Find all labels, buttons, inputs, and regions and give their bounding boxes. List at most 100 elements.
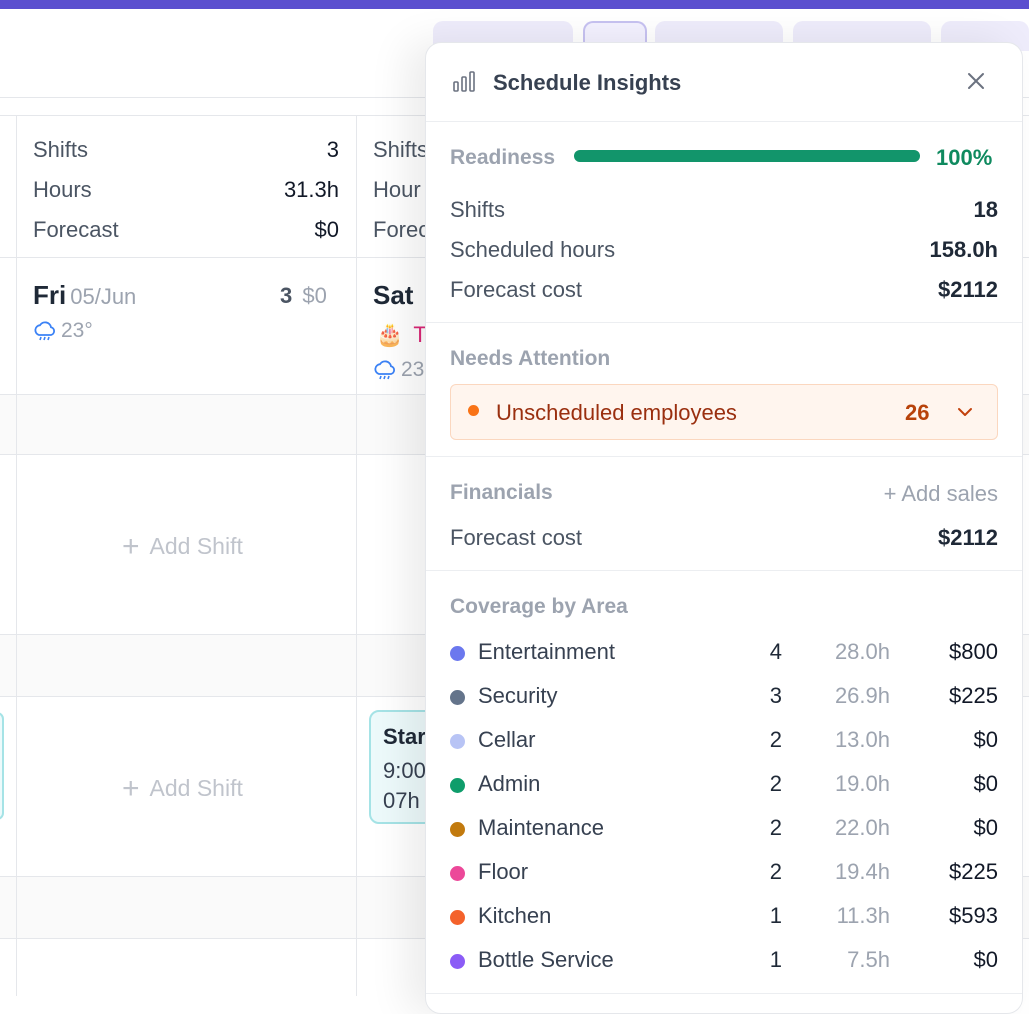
day-header-fri[interactable]: Fri 05/Jun [33, 280, 136, 311]
area-name: Kitchen [478, 903, 552, 928]
column-divider [16, 115, 17, 996]
coverage-row-kitchen[interactable]: Kitchen 1 11.3h $593 [450, 901, 998, 931]
area-count: 4 [769, 639, 782, 664]
area-color-dot [450, 910, 465, 925]
area-name: Floor [478, 859, 529, 884]
coverage-row-maintenance[interactable]: Maintenance 2 22.0h $0 [450, 813, 998, 843]
column-divider [356, 115, 357, 996]
area-count: 1 [769, 947, 782, 972]
cloud-rain-icon [34, 321, 55, 341]
weather: 23° [33, 319, 93, 343]
section-divider [426, 322, 1022, 323]
financials-title: Financials [450, 481, 553, 504]
area-count: 2 [769, 771, 782, 796]
day-name: Sat [373, 280, 414, 310]
area-color-dot [450, 822, 465, 837]
readiness-progress [574, 150, 920, 162]
schedule-insights-panel: Schedule Insights Readiness 100% Shifts … [425, 42, 1023, 1014]
area-cost: $225 [949, 683, 998, 708]
financials-forecast-value: $2112 [938, 525, 998, 550]
readiness-percent: 100% [936, 145, 993, 170]
readiness-label: Readiness [450, 146, 556, 169]
coverage-row-bottle-service[interactable]: Bottle Service 1 7.5h $0 [450, 945, 998, 975]
day-date: 05/Jun [70, 284, 137, 309]
coverage-row-admin[interactable]: Admin 2 19.0h $0 [450, 769, 998, 799]
section-divider [426, 570, 1022, 571]
temperature: 23° [61, 319, 93, 342]
day-shift-count: 3 [280, 283, 293, 308]
area-count: 2 [769, 727, 782, 752]
area-cost: $0 [973, 771, 998, 796]
area-hours: 19.4h [834, 859, 890, 884]
summary-label: Forecast cost [450, 277, 583, 302]
area-cost: $0 [973, 815, 998, 840]
alert-dot [468, 405, 479, 416]
day-summary: 3 $0 [280, 283, 327, 309]
panel-header: Schedule Insights [426, 43, 1022, 122]
area-count: 1 [769, 903, 782, 928]
financials-forecast-label: Forecast cost [450, 525, 583, 550]
chevron-down-icon[interactable] [955, 402, 975, 422]
area-color-dot [450, 954, 465, 969]
cloud-rain-icon [374, 360, 395, 380]
area-name: Entertainment [478, 639, 615, 664]
add-shift-button[interactable]: + Add Shift [122, 773, 243, 803]
top-accent-bar [0, 0, 1029, 9]
weather: 23 [373, 358, 424, 382]
summary-label: Scheduled hours [450, 237, 616, 262]
area-cost: $800 [949, 639, 998, 664]
area-hours: 19.0h [834, 771, 890, 796]
coverage-row-floor[interactable]: Floor 2 19.4h $225 [450, 857, 998, 887]
day-cost: $0 [302, 283, 327, 308]
needs-attention-title: Needs Attention [450, 347, 611, 370]
stat-value: 3 [326, 137, 339, 162]
area-name: Cellar [478, 727, 536, 752]
area-count: 2 [769, 815, 782, 840]
shift-title: Star [383, 724, 426, 749]
section-divider [426, 456, 1022, 457]
area-cost: $0 [973, 947, 998, 972]
section-divider [426, 993, 1022, 994]
day-header-sat[interactable]: Sat [373, 280, 413, 311]
coverage-row-cellar[interactable]: Cellar 2 13.0h $0 [450, 725, 998, 755]
coverage-row-entertainment[interactable]: Entertainment 4 28.0h $800 [450, 637, 998, 667]
add-shift-button[interactable]: + Add Shift [122, 529, 243, 563]
add-sales-link[interactable]: + Add sales [883, 481, 998, 506]
stat-label: Forec [373, 217, 430, 242]
area-color-dot [450, 690, 465, 705]
readiness-progress-fill [574, 150, 920, 162]
shift-time: 9:00 [383, 758, 426, 783]
area-name: Admin [478, 771, 541, 796]
area-cost: $593 [949, 903, 998, 928]
cake-icon: 🎂 [376, 322, 404, 347]
close-icon[interactable] [964, 69, 988, 93]
shift-card[interactable] [0, 712, 4, 820]
area-cost: $225 [949, 859, 998, 884]
stat-label: Hours [33, 177, 92, 202]
area-name: Maintenance [478, 815, 604, 840]
area-color-dot [450, 866, 465, 881]
stat-value: 31.3h [283, 177, 339, 202]
summary-value: 158.0h [929, 237, 999, 262]
area-color-dot [450, 646, 465, 661]
area-count: 2 [769, 859, 782, 884]
alert-label: Unscheduled employees [496, 400, 737, 425]
area-hours: 22.0h [834, 815, 890, 840]
area-hours: 26.9h [834, 683, 890, 708]
area-count: 3 [769, 683, 782, 708]
area-color-dot [450, 734, 465, 749]
stat-label: Forecast [33, 217, 119, 242]
area-cost: $0 [973, 727, 998, 752]
area-hours: 13.0h [834, 727, 890, 752]
panel-title: Schedule Insights [493, 70, 682, 95]
area-hours: 28.0h [834, 639, 890, 664]
event-badge[interactable]: 🎂 T [376, 322, 427, 348]
area-hours: 11.3h [836, 903, 890, 928]
coverage-row-security[interactable]: Security 3 26.9h $225 [450, 681, 998, 711]
unscheduled-employees-alert[interactable]: Unscheduled employees 26 [450, 384, 998, 440]
event-name: T [413, 322, 427, 347]
summary-value: 18 [973, 197, 998, 222]
coverage-title: Coverage by Area [450, 595, 628, 618]
day-name: Fri [33, 280, 67, 310]
plus-icon: + [122, 529, 140, 563]
